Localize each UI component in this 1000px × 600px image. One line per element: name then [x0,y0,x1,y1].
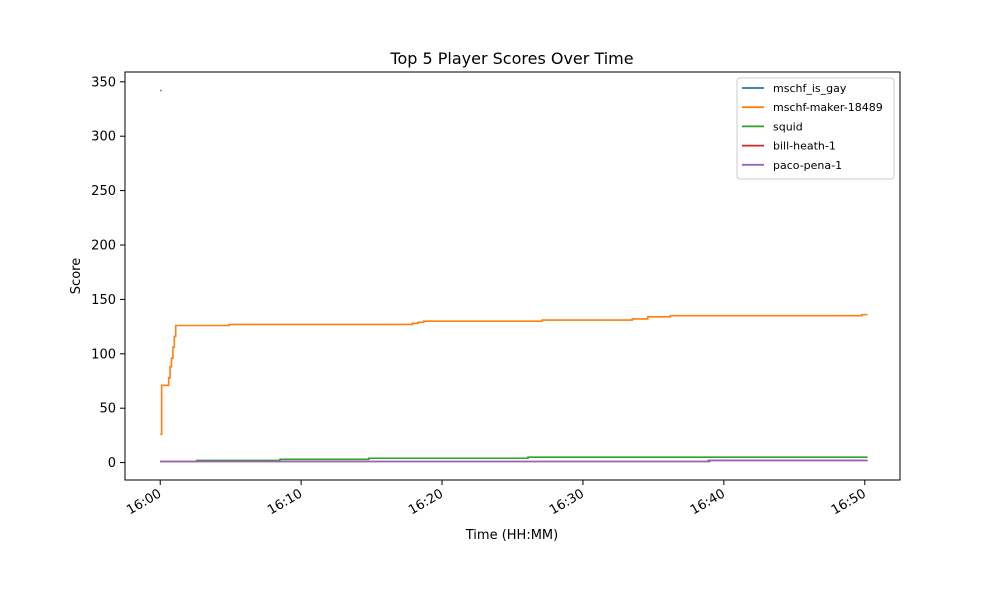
y-axis-label: Score [69,258,84,294]
legend-label-2: squid [773,120,803,133]
y-tick-label: 100 [91,347,116,362]
plot-frame [124,71,901,481]
x-tick-label: 16:50 [829,486,869,518]
legend-box [736,77,895,180]
series-line-4 [160,459,868,463]
x-axis-label: Time (HH:MM) [465,528,558,543]
x-tick-label: 16:40 [688,486,728,518]
y-tick-label: 150 [91,293,116,308]
y-tick-label: 250 [91,184,116,199]
x-tick-label: 16:00 [124,486,164,518]
legend-label-0: mschf_is_gay [773,82,847,95]
legend-label-4: paco-pena-1 [773,159,842,172]
x-axis: 16:00 16:10 16:20 16:30 16:40 16:50 [124,480,869,518]
legend: mschf_is_gay mschf-maker-18489 squid bill-h… [736,77,895,180]
y-tick-label: 50 [99,402,116,417]
legend-label-3: bill-heath-1 [773,140,836,153]
y-axis: 0 50 100 150 200 250 300 350 [91,75,125,471]
x-tick-label: 16:20 [406,486,446,518]
x-tick-label: 16:30 [547,486,587,518]
plot-area [160,89,868,463]
x-tick-label: 16:10 [265,486,305,518]
y-tick-label: 200 [91,238,116,253]
series-line-1 [160,313,868,436]
legend-label-1: mschf-maker-18489 [773,101,883,114]
y-tick-label: 300 [91,130,116,145]
y-tick-label: 0 [108,456,116,471]
y-tick-label: 350 [91,75,116,90]
chart-title: Top 5 Player Scores Over Time [389,49,633,68]
